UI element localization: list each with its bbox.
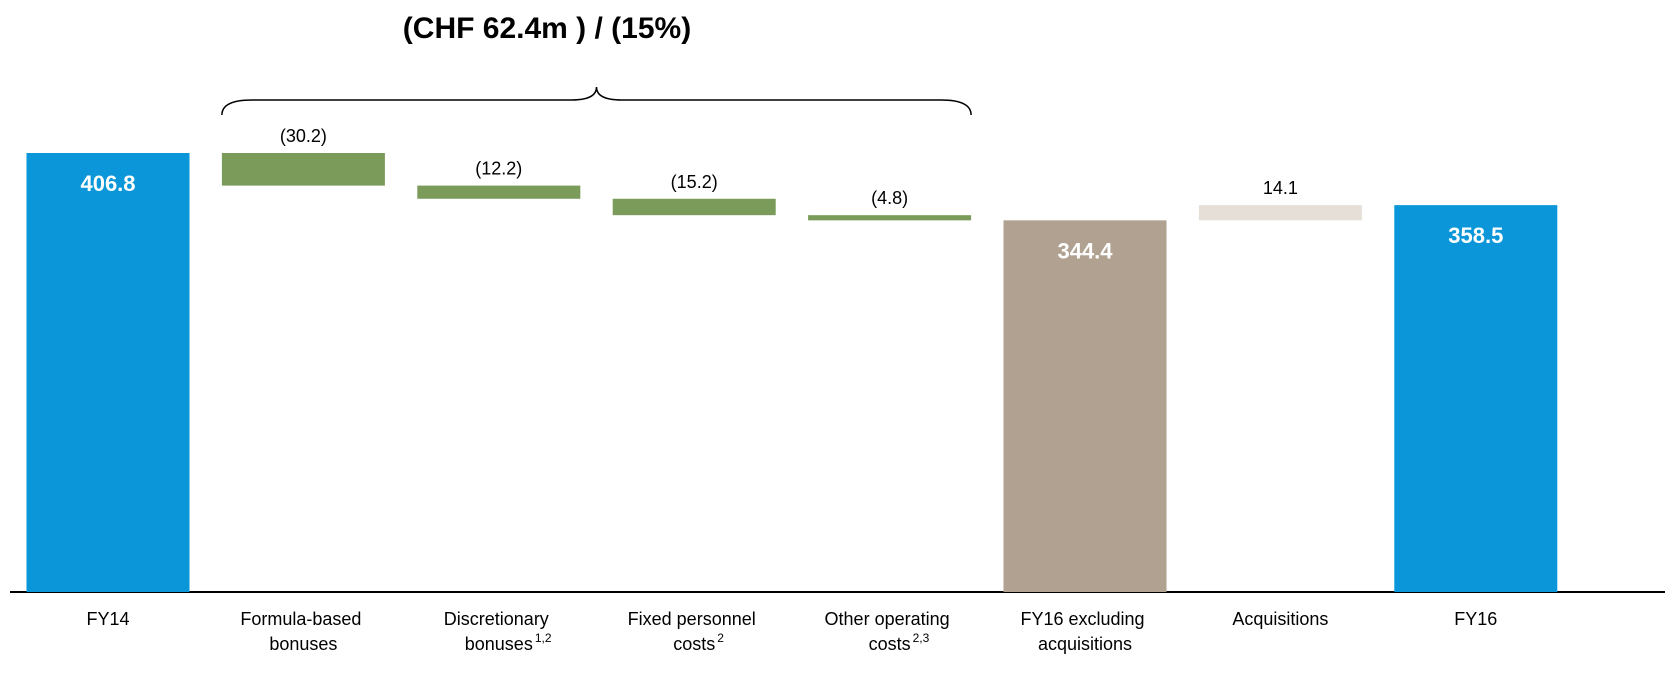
value-label: 358.5 bbox=[1448, 223, 1503, 248]
x-tick-label: Formula-based bonuses bbox=[240, 609, 366, 654]
bar bbox=[1198, 205, 1362, 221]
x-tick-label: FY16 excluding acquisitions bbox=[1020, 609, 1149, 654]
value-label: (30.2) bbox=[280, 126, 327, 146]
bar bbox=[221, 153, 385, 186]
x-tick-label: Other operating costs bbox=[825, 609, 955, 654]
x-tick-label: FY16 bbox=[1454, 609, 1497, 629]
x-tick-label: Discretionary bonuses bbox=[444, 609, 554, 654]
bar bbox=[417, 185, 581, 199]
footnote-ref: 2,3 bbox=[913, 631, 930, 645]
annotation-text: (CHF 62.4m ) / (15%) bbox=[403, 12, 691, 45]
value-label: (12.2) bbox=[475, 159, 522, 179]
value-label: (4.8) bbox=[871, 188, 908, 208]
bar bbox=[612, 198, 776, 216]
x-tick-label: Acquisitions bbox=[1232, 609, 1328, 629]
bar bbox=[1394, 205, 1558, 592]
value-label: 344.4 bbox=[1057, 238, 1113, 263]
brace bbox=[221, 86, 972, 116]
x-tick-label: FY14 bbox=[86, 609, 129, 629]
x-tick-label: Fixed personnel costs bbox=[628, 609, 761, 654]
footnote-ref: 1,2 bbox=[535, 631, 552, 645]
value-label: (15.2) bbox=[671, 172, 718, 192]
bar bbox=[1003, 220, 1167, 592]
value-label: 14.1 bbox=[1263, 178, 1298, 198]
footnote-ref: 2 bbox=[717, 631, 724, 645]
bar bbox=[26, 153, 190, 593]
value-label: 406.8 bbox=[80, 171, 135, 196]
bar bbox=[808, 215, 972, 221]
